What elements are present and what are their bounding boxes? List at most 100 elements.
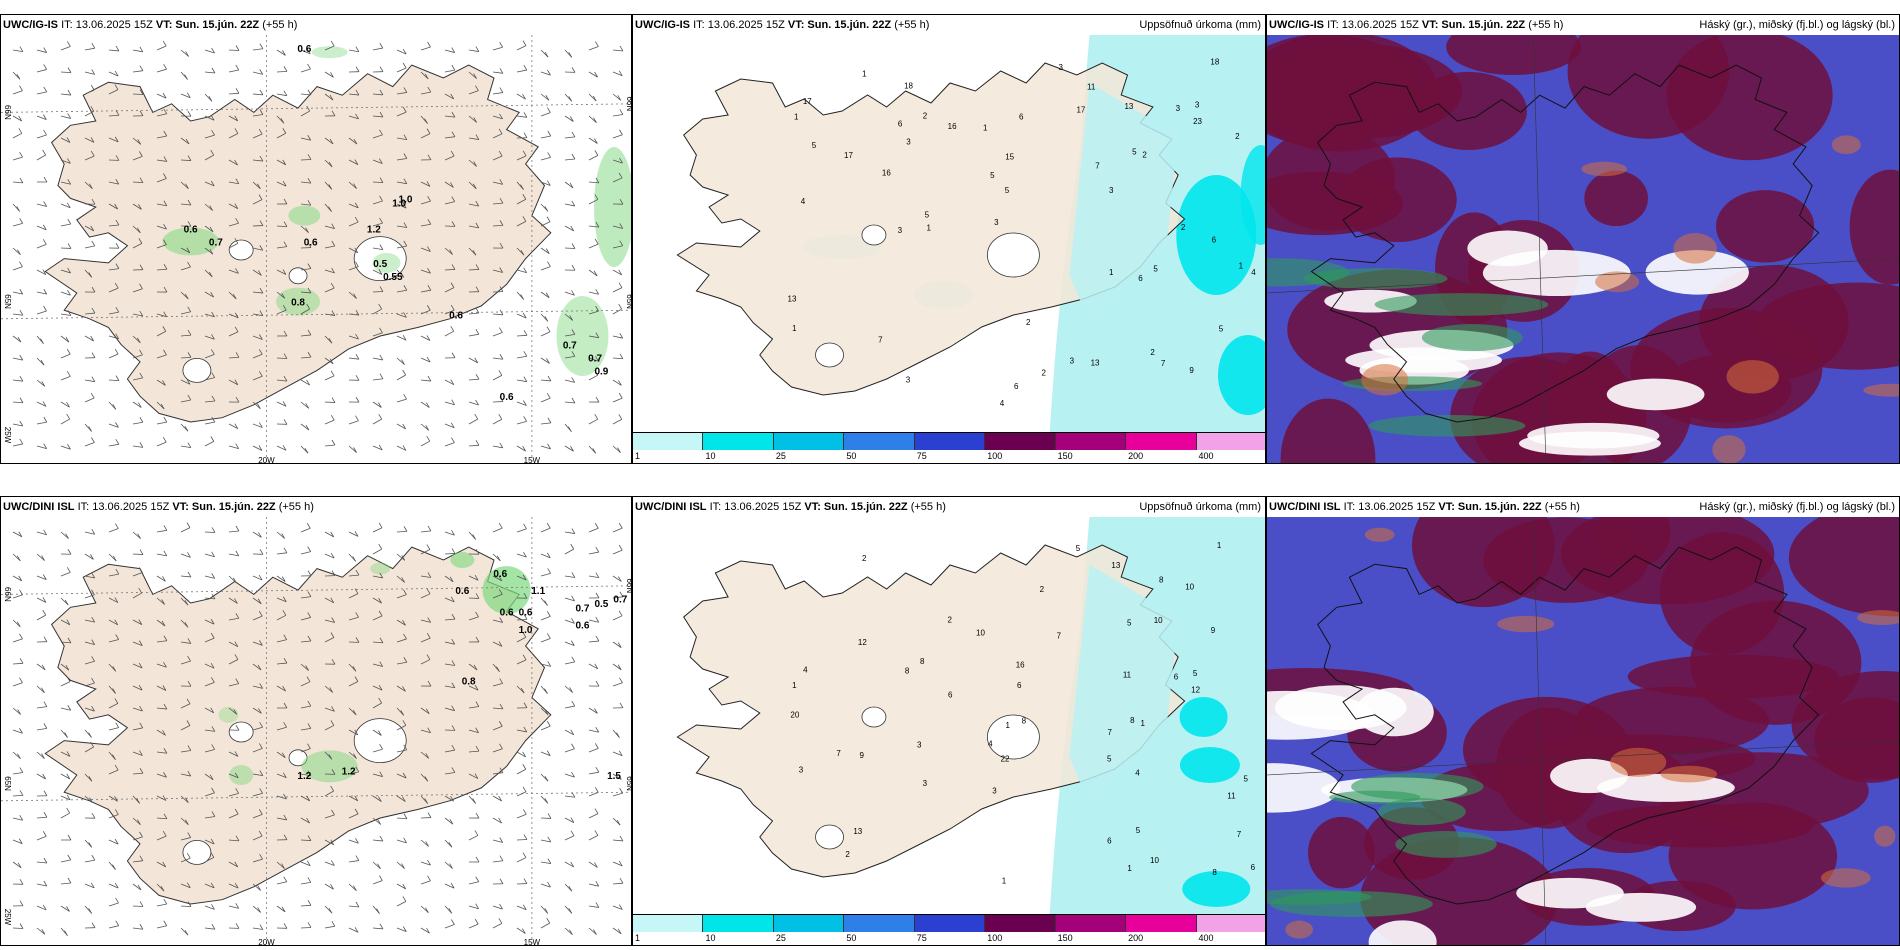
wind-barb bbox=[307, 89, 312, 96]
wind-barb bbox=[19, 310, 24, 316]
wind-barb bbox=[372, 378, 383, 381]
wind-barb bbox=[420, 530, 431, 533]
wind-barb bbox=[257, 664, 262, 671]
wind-barb bbox=[330, 720, 335, 726]
wind-barb bbox=[43, 176, 48, 183]
wind-barb bbox=[523, 112, 528, 118]
wind-barb bbox=[235, 268, 239, 274]
wind-barb bbox=[444, 749, 455, 753]
wind-barb bbox=[475, 85, 479, 91]
cloud-high-patch bbox=[1267, 127, 1396, 231]
wind-gust-value: 0.6 bbox=[493, 569, 507, 580]
valid-time: VT: Sun. 15.jún. 22Z bbox=[155, 19, 260, 31]
wind-barb bbox=[403, 178, 408, 184]
wind-barb bbox=[204, 729, 215, 732]
wind-barb bbox=[474, 918, 479, 925]
wind-barb bbox=[612, 927, 622, 935]
wind-barb bbox=[60, 71, 72, 74]
wind-barb bbox=[348, 616, 359, 621]
wind-barb bbox=[595, 592, 600, 599]
cloud-high-patch bbox=[1360, 837, 1559, 945]
wind-barb bbox=[612, 792, 623, 797]
wind-barb bbox=[114, 203, 118, 210]
wind-barb bbox=[427, 284, 432, 291]
precip-value: 1 bbox=[1239, 262, 1244, 271]
precip-value: 10 bbox=[976, 628, 985, 637]
wind-barb bbox=[90, 741, 95, 748]
wind-barb bbox=[156, 817, 168, 820]
wind-barb bbox=[132, 137, 141, 145]
wind-barb bbox=[84, 707, 95, 712]
cloud-high-patch bbox=[1849, 169, 1899, 285]
precip-value: 4 bbox=[801, 197, 806, 206]
wind-barb bbox=[595, 332, 600, 338]
wind-barb bbox=[36, 727, 47, 731]
cloud-high-patch bbox=[1716, 190, 1815, 263]
wind-barb bbox=[228, 222, 239, 227]
wind-barb bbox=[444, 772, 455, 775]
wind-barb bbox=[403, 134, 408, 140]
wind-barb bbox=[420, 309, 431, 315]
wind-barb bbox=[305, 227, 309, 233]
wind-barb bbox=[36, 531, 47, 536]
wind-barb bbox=[90, 137, 95, 143]
wind-barb bbox=[139, 46, 144, 53]
wind-barb bbox=[139, 750, 143, 756]
wind-barb bbox=[108, 353, 119, 359]
precip-value: 5 bbox=[1153, 265, 1158, 274]
wind-barb bbox=[372, 357, 383, 361]
wind-barb bbox=[588, 357, 599, 362]
wind-barb bbox=[472, 183, 477, 190]
wind-barb bbox=[307, 287, 312, 294]
wind-barb bbox=[523, 834, 528, 840]
wind-barb bbox=[372, 795, 382, 802]
cloud-mix-patch bbox=[1712, 435, 1746, 463]
wind-barb bbox=[12, 751, 21, 759]
wind-barb bbox=[306, 523, 311, 529]
wind-barb bbox=[163, 920, 168, 926]
wind-barb bbox=[36, 310, 47, 315]
wind-barb bbox=[348, 531, 359, 537]
wind-barb bbox=[329, 138, 334, 145]
wind-barb bbox=[12, 156, 23, 161]
wind-barb bbox=[468, 881, 479, 885]
wind-barb bbox=[594, 663, 599, 670]
wind-barb bbox=[19, 354, 24, 361]
wind-barb bbox=[139, 831, 143, 838]
wind-barb bbox=[348, 707, 357, 716]
longitude-label: 25W bbox=[3, 427, 12, 444]
wind-barb bbox=[156, 379, 166, 386]
wind-barb bbox=[378, 543, 383, 550]
cloud-high-patch bbox=[1788, 517, 1899, 617]
wind-barb bbox=[259, 310, 264, 316]
wind-barb bbox=[67, 444, 71, 450]
wind-barb bbox=[252, 748, 263, 753]
wind-barb bbox=[108, 181, 119, 185]
wind-barb bbox=[372, 861, 381, 869]
wind-barb bbox=[594, 862, 598, 868]
wind-barb bbox=[91, 199, 96, 205]
wind-barb bbox=[473, 117, 478, 123]
latitude-label: 66N bbox=[3, 587, 12, 602]
wind-barb bbox=[115, 920, 120, 926]
wind-barb bbox=[12, 619, 21, 628]
wind-barb bbox=[523, 64, 528, 71]
cloud-low-patch bbox=[1421, 324, 1523, 352]
wind-barb bbox=[187, 111, 192, 117]
wind-barb bbox=[324, 883, 334, 890]
wind-barb bbox=[540, 839, 551, 843]
wind-barb bbox=[516, 420, 527, 425]
wind-barb bbox=[564, 136, 575, 139]
wind-barb bbox=[420, 659, 431, 665]
wind-barb bbox=[396, 839, 407, 844]
panel-variable-title: Uppsöfnuð úrkoma (mm) bbox=[1139, 19, 1261, 31]
cloud-mix-patch bbox=[1857, 610, 1899, 626]
wind-barb bbox=[156, 903, 167, 907]
wind-barb bbox=[396, 553, 406, 561]
wind-barb bbox=[108, 224, 119, 227]
precip-value: 7 bbox=[878, 336, 883, 345]
wind-barb bbox=[204, 247, 214, 255]
wind-barb bbox=[324, 225, 335, 230]
wind-barb bbox=[496, 555, 501, 562]
wind-barb bbox=[522, 809, 527, 815]
